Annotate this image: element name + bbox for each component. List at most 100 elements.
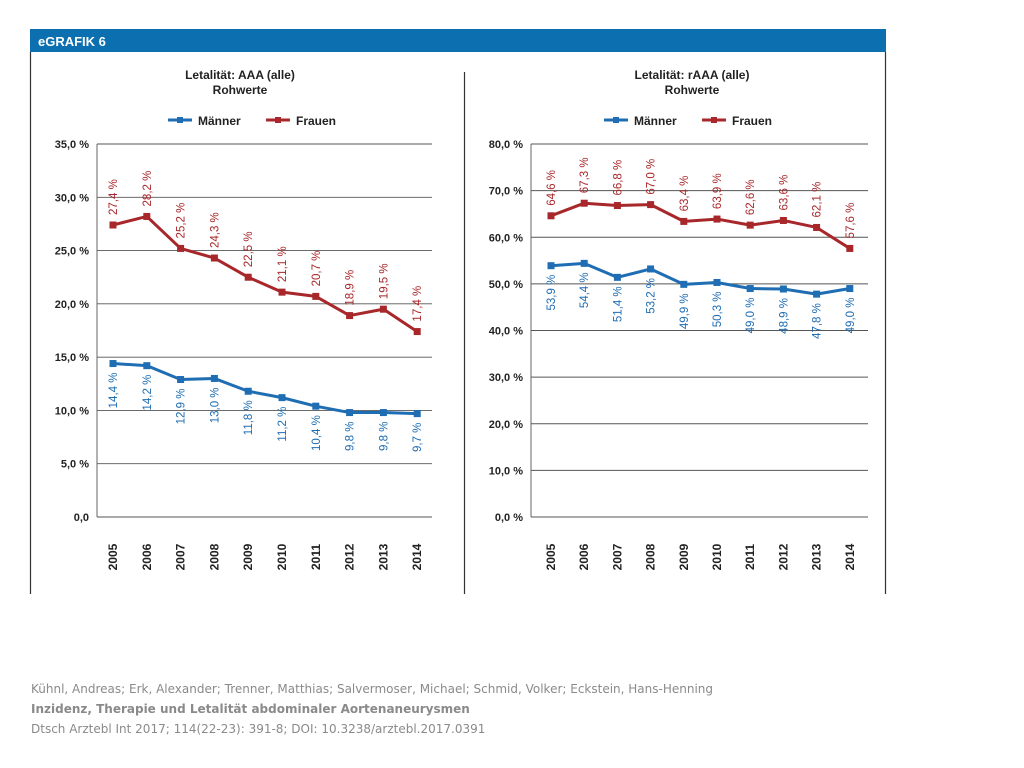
data-point-frauen [210, 254, 218, 262]
data-point-frauen [713, 215, 721, 223]
x-tick-label: 2013 [376, 543, 390, 570]
legend-marker-frauen [275, 117, 281, 123]
data-label-frauen: 67,0 % [646, 159, 658, 195]
x-tick-label: 2008 [644, 543, 658, 570]
data-label-frauen: 63,6 % [778, 175, 790, 211]
data-label-männer: 9,8 % [345, 422, 357, 451]
x-tick-label: 2009 [677, 543, 691, 570]
data-label-männer: 49,0 % [745, 298, 757, 334]
data-point-männer [813, 290, 821, 298]
data-label-männer: 53,9 % [546, 275, 558, 311]
series-line-frauen [112, 214, 419, 333]
data-point-männer [346, 409, 354, 417]
data-point-frauen [109, 221, 117, 229]
y-tick-label: 15,0 % [55, 352, 89, 364]
data-label-frauen: 62,1 % [812, 182, 824, 218]
legend-label-frauen: Frauen [732, 114, 772, 128]
y-tick-label: 10,0 % [55, 405, 89, 417]
y-tick-label: 0,0 % [495, 512, 523, 524]
credits: Kühnl, Andreas; Erk, Alexander; Trenner,… [31, 679, 931, 739]
data-label-frauen: 63,4 % [679, 176, 691, 212]
y-tick-label: 0,0 [74, 512, 89, 524]
y-tick-label: 30,0 % [55, 192, 89, 204]
data-point-frauen [312, 292, 320, 300]
data-point-männer [680, 280, 688, 288]
data-point-männer [312, 402, 320, 410]
x-tick-label: 2014 [843, 543, 857, 570]
data-point-frauen [143, 212, 151, 220]
data-point-frauen [346, 312, 354, 320]
data-point-männer [143, 362, 151, 370]
data-point-frauen [177, 244, 185, 252]
y-tick-label: 5,0 % [61, 459, 89, 471]
data-point-männer [413, 410, 421, 418]
legend-label-frauen: Frauen [296, 114, 336, 128]
credits-title: Inzidenz, Therapie und Letalität abdomin… [31, 702, 470, 716]
data-point-männer [244, 387, 252, 395]
data-label-männer: 9,7 % [412, 423, 424, 452]
chart-title: Letalität: AAA (alle) [185, 68, 295, 82]
chart-subtitle: Rohwerte [213, 83, 268, 97]
data-label-männer: 12,9 % [176, 389, 188, 425]
data-point-frauen [647, 201, 655, 209]
data-point-männer [278, 394, 286, 402]
legend-marker-frauen [711, 117, 717, 123]
data-label-frauen: 27,4 % [108, 179, 120, 215]
data-point-frauen [244, 273, 252, 281]
x-tick-label: 2006 [577, 543, 591, 570]
data-point-männer [713, 278, 721, 286]
figure-label: eGRAFIK 6 [38, 34, 106, 49]
data-label-frauen: 57,6 % [845, 203, 857, 239]
data-point-frauen [680, 217, 688, 225]
data-label-männer: 13,0 % [209, 387, 221, 423]
data-label-männer: 49,0 % [845, 298, 857, 334]
y-tick-label: 30,0 % [489, 372, 523, 384]
x-tick-label: 2005 [106, 543, 120, 570]
series-line-männer [112, 362, 418, 416]
y-tick-label: 70,0 % [489, 186, 523, 198]
x-tick-label: 2008 [207, 543, 221, 570]
legend-marker-männer [613, 117, 619, 123]
x-tick-label: 2007 [174, 543, 188, 570]
data-point-männer [613, 273, 621, 281]
x-tick-label: 2009 [241, 543, 255, 570]
legend-label-männer: Männer [634, 114, 677, 128]
series-line-frauen [550, 201, 851, 250]
x-tick-label: 2010 [710, 543, 724, 570]
data-point-männer [177, 376, 185, 384]
data-label-männer: 10,4 % [311, 415, 323, 451]
data-label-männer: 53,2 % [646, 278, 658, 314]
data-point-frauen [613, 202, 621, 210]
y-tick-label: 40,0 % [489, 326, 523, 338]
data-point-frauen [746, 221, 754, 229]
x-tick-label: 2013 [810, 543, 824, 570]
data-label-männer: 9,8 % [378, 422, 390, 451]
legend-label-männer: Männer [198, 114, 241, 128]
data-point-frauen [413, 328, 421, 336]
data-point-männer [846, 285, 854, 293]
x-tick-label: 2011 [309, 544, 323, 570]
data-point-männer [547, 262, 555, 270]
chart-title: Letalität: rAAA (alle) [635, 68, 750, 82]
y-tick-label: 20,0 % [55, 299, 89, 311]
legend-marker-männer [177, 117, 183, 123]
data-label-männer: 51,4 % [612, 286, 624, 322]
data-label-männer: 11,2 % [277, 407, 289, 442]
y-tick-label: 10,0 % [489, 465, 523, 477]
x-tick-label: 2012 [776, 543, 790, 570]
data-label-frauen: 25,2 % [176, 203, 188, 239]
data-label-frauen: 28,2 % [142, 171, 154, 207]
data-point-frauen [547, 212, 555, 220]
data-point-frauen [846, 244, 854, 252]
data-label-männer: 14,2 % [142, 375, 154, 411]
data-point-frauen [580, 199, 588, 207]
data-label-frauen: 63,9 % [712, 173, 724, 209]
data-point-männer [580, 259, 588, 267]
data-label-frauen: 20,7 % [311, 251, 323, 287]
x-tick-label: 2012 [343, 543, 357, 570]
chart-2: Letalität: rAAA (alle)Rohwerte Männer Frau… [489, 68, 868, 570]
y-tick-label: 35,0 % [55, 139, 89, 151]
data-point-frauen [813, 223, 821, 231]
data-label-frauen: 17,4 % [412, 286, 424, 322]
